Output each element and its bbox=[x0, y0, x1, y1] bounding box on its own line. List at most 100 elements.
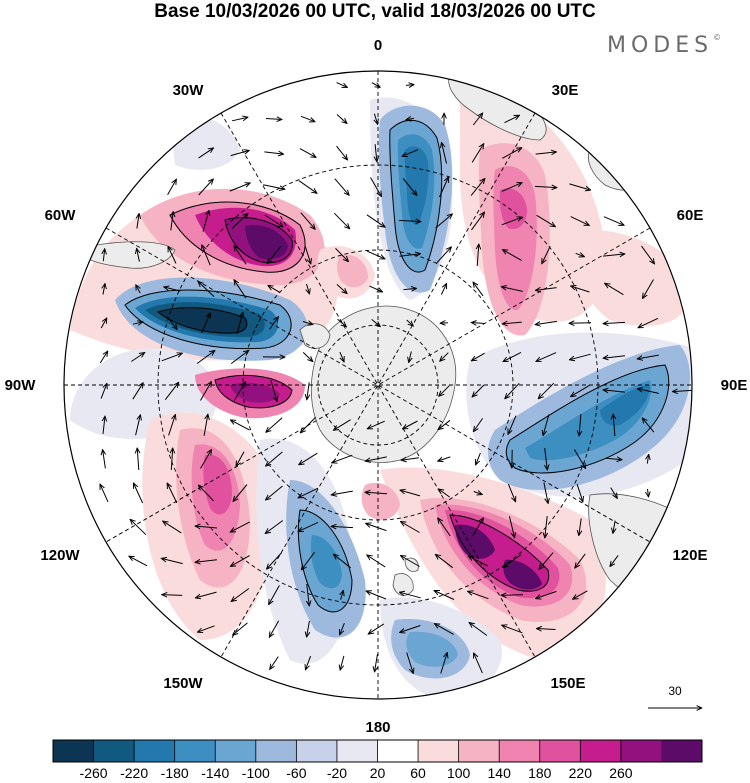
wind-arrow bbox=[333, 419, 351, 431]
lon-label-150w: 150W bbox=[163, 675, 203, 692]
wind-arrow bbox=[137, 214, 139, 229]
wind-arrow bbox=[374, 113, 377, 125]
wind-arrow bbox=[442, 142, 447, 164]
wind-arrow bbox=[504, 115, 520, 124]
wind-arrow bbox=[133, 483, 144, 504]
wind-arrow bbox=[579, 413, 581, 436]
wind-arrow bbox=[401, 522, 420, 533]
colorbar-tick-label: 180 bbox=[528, 765, 552, 781]
wind-arrow bbox=[103, 284, 105, 295]
wind-arrow bbox=[267, 245, 282, 263]
colorbar-tick-label: 20 bbox=[370, 765, 386, 781]
wind-arrow bbox=[171, 448, 172, 471]
wind-arrow bbox=[400, 490, 421, 497]
wind-arrow bbox=[648, 488, 649, 497]
colorbar-swatch bbox=[418, 740, 460, 762]
wind-arrow bbox=[203, 414, 208, 436]
wind-arrow bbox=[270, 380, 277, 401]
wind-arrow bbox=[136, 285, 140, 294]
wind-arrow bbox=[471, 323, 485, 324]
wind-arrow bbox=[502, 148, 521, 159]
wind-arrow bbox=[365, 456, 387, 461]
wind-arrow bbox=[137, 248, 140, 262]
wind-arrow bbox=[637, 389, 659, 394]
wind-arrow bbox=[536, 629, 556, 630]
wind-arrow bbox=[438, 419, 451, 429]
wind-arrow bbox=[406, 319, 414, 326]
wind-arrow bbox=[129, 556, 148, 567]
wind-arrow bbox=[230, 350, 249, 365]
wind-arrow bbox=[603, 216, 624, 226]
lon-label-30w: 30W bbox=[173, 82, 205, 99]
wind-arrow bbox=[298, 521, 319, 531]
wind-arrow bbox=[167, 483, 178, 504]
brand-name: MODES bbox=[607, 33, 714, 58]
wind-arrow bbox=[200, 382, 212, 401]
colorbar-tick-label: 60 bbox=[410, 765, 426, 781]
wind-arrow bbox=[201, 313, 211, 334]
wind-arrow bbox=[375, 654, 378, 672]
wind-arrow bbox=[468, 591, 489, 600]
wind-arrow bbox=[434, 591, 455, 600]
wind-arrow bbox=[543, 482, 548, 504]
wind-arrow bbox=[333, 554, 351, 569]
wind-arrow bbox=[371, 82, 380, 88]
wind-arrow bbox=[545, 516, 547, 538]
wind-arrow bbox=[502, 625, 523, 634]
colorbar-swatch bbox=[134, 740, 176, 762]
wind-arrow bbox=[575, 553, 586, 568]
wind-arrow bbox=[195, 591, 217, 598]
wind-arrow bbox=[603, 322, 626, 323]
wind-arrow bbox=[398, 220, 421, 221]
wind-arrow bbox=[300, 115, 315, 121]
wind-arrow bbox=[103, 416, 105, 434]
wind-arrow bbox=[365, 492, 388, 493]
wind-arrow bbox=[264, 214, 283, 227]
wind-arrow bbox=[472, 518, 484, 537]
wind-arrow bbox=[132, 322, 143, 324]
wind-arrow bbox=[543, 414, 550, 435]
wind-arrow bbox=[471, 352, 485, 361]
wind-arrow bbox=[503, 554, 522, 568]
colorbar-tick-label: 220 bbox=[569, 765, 593, 781]
wind-arrow bbox=[195, 560, 217, 563]
wind-arrow bbox=[130, 519, 147, 536]
wind-arrow bbox=[570, 216, 590, 226]
wind-arrow bbox=[370, 177, 382, 197]
colorbar-tick-label: 100 bbox=[447, 765, 471, 781]
lon-label-120w: 120W bbox=[40, 547, 80, 564]
wind-arrow bbox=[402, 149, 419, 157]
colorbar-swatch bbox=[215, 740, 257, 762]
lon-label-60e: 60E bbox=[677, 207, 704, 224]
wind-arrow bbox=[236, 451, 245, 467]
wind-arrow bbox=[307, 283, 310, 294]
wind-arrow bbox=[270, 656, 279, 670]
wind-arrow bbox=[603, 254, 625, 256]
wind-arrow bbox=[307, 584, 310, 606]
wind-arrow bbox=[505, 382, 520, 398]
wind-arrow bbox=[336, 114, 347, 124]
colorbar-swatch bbox=[296, 740, 338, 762]
wind-arrow bbox=[434, 624, 454, 635]
colorbar-tick-label: -260 bbox=[80, 765, 108, 781]
wind-arrow bbox=[163, 521, 182, 534]
colorbar-swatch bbox=[539, 740, 581, 762]
wind-arrow bbox=[400, 625, 421, 633]
wind-arrow bbox=[472, 113, 482, 126]
colorbar-swatch bbox=[620, 740, 662, 762]
wind-arrow bbox=[371, 319, 381, 326]
colorbar-tick-label: -20 bbox=[327, 765, 347, 781]
wind-arrow bbox=[171, 212, 173, 231]
wind-arrow bbox=[605, 458, 622, 459]
wind-arrow bbox=[535, 288, 557, 291]
wind-arrow bbox=[367, 420, 385, 429]
wind-arrow bbox=[502, 322, 522, 324]
wind-vectors bbox=[100, 82, 692, 674]
wind-arrow bbox=[230, 555, 250, 567]
wind-arrow bbox=[539, 552, 554, 570]
wind-arrow bbox=[100, 484, 109, 503]
wind-arrow bbox=[366, 591, 387, 600]
wind-arrow bbox=[202, 245, 211, 266]
wind-arrow bbox=[299, 452, 318, 465]
wind-arrow bbox=[230, 521, 251, 532]
